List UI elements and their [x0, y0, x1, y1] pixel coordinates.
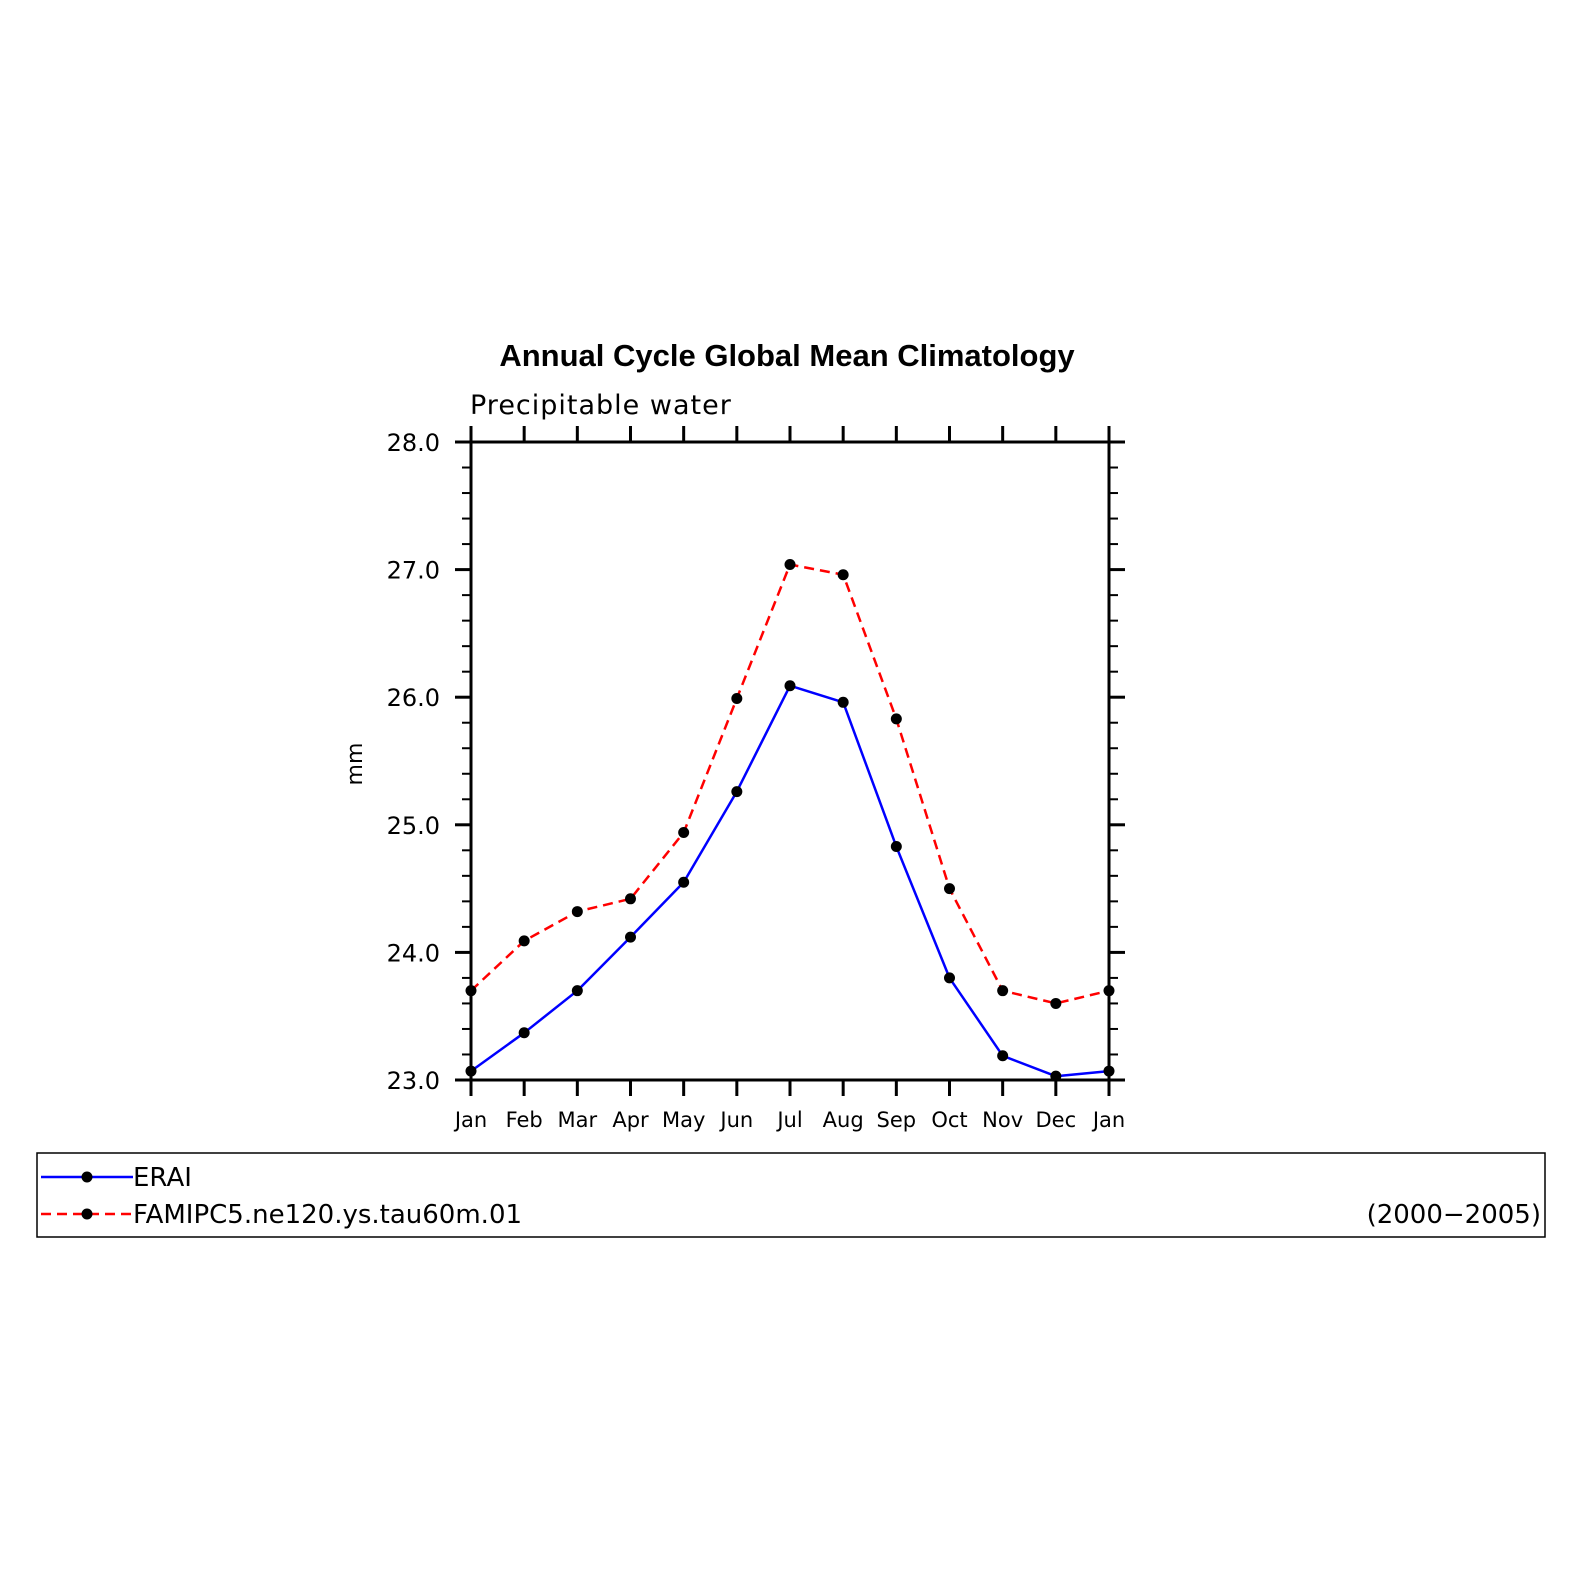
x-tick-label: Jun	[718, 1108, 753, 1132]
series-line-0	[470, 684, 1110, 1078]
legend-entry-famipc5: FAMIPC5.ne120.ys.tau60m.01	[41, 1200, 522, 1230]
x-tick-label: Jan	[453, 1108, 487, 1132]
legend-marker-erai	[81, 1171, 93, 1183]
y-tick-label: 27.0	[387, 557, 440, 585]
axis-ticks	[455, 426, 1125, 1096]
data-point-series-1	[1050, 997, 1062, 1009]
x-tick-label: May	[662, 1108, 705, 1132]
y-tick-labels: 23.0 24.0 25.0 26.0 27.0 28.0	[387, 429, 440, 1095]
x-tick-label: Mar	[558, 1108, 598, 1132]
y-axis-label: mm	[343, 743, 368, 786]
x-tick-labels: Jan Feb Mar Apr May Jun Jul Aug Sep Oct Nov Dec Jan	[453, 1108, 1125, 1132]
data-point-series-0	[837, 696, 849, 708]
data-point-series-1	[1103, 985, 1115, 997]
x-tick-label: Feb	[506, 1108, 543, 1132]
data-point-series-0	[997, 1050, 1009, 1062]
x-tick-label: Sep	[877, 1108, 917, 1132]
chart-title: Annual Cycle Global Mean Climatology	[499, 338, 1075, 373]
legend-entry-erai: ERAI	[41, 1163, 192, 1193]
data-point-series-0	[1103, 1065, 1115, 1077]
data-point-series-0	[784, 680, 796, 692]
data-point-series-0	[890, 840, 902, 852]
y-tick-label: 25.0	[387, 812, 440, 840]
legend-period-note: (2000−2005)	[1367, 1200, 1541, 1230]
x-tick-label: Aug	[823, 1108, 864, 1132]
data-point-series-1	[731, 692, 743, 704]
x-tick-label: Jan	[1091, 1108, 1125, 1132]
data-point-series-1	[518, 935, 530, 947]
data-point-series-0	[625, 931, 636, 943]
series-layer	[465, 558, 1115, 1082]
data-point-series-1	[997, 985, 1009, 997]
data-point-series-0	[571, 985, 583, 997]
y-tick-label: 28.0	[387, 429, 440, 457]
y-tick-label: 23.0	[387, 1067, 440, 1095]
x-tick-label: Oct	[931, 1108, 967, 1132]
legend-label-erai: ERAI	[133, 1163, 192, 1193]
data-point-series-1	[890, 713, 902, 725]
data-point-series-1	[784, 558, 796, 570]
plot-frame	[469, 440, 1111, 1082]
data-point-series-0	[944, 972, 955, 984]
series-line-1	[470, 563, 1110, 1005]
data-point-series-1	[465, 985, 477, 997]
x-tick-label: Jul	[775, 1108, 802, 1132]
legend-marker-famipc5	[81, 1208, 93, 1220]
x-tick-label: Apr	[612, 1108, 649, 1132]
x-tick-label: Nov	[982, 1108, 1023, 1132]
data-point-series-0	[731, 786, 743, 798]
data-point-series-0	[518, 1027, 530, 1039]
data-point-series-1	[837, 569, 849, 581]
data-point-series-1	[678, 826, 690, 838]
data-point-series-1	[944, 883, 955, 895]
data-point-series-1	[625, 893, 636, 905]
chart-subtitle: Precipitable water	[470, 390, 732, 421]
legend-label-famipc5: FAMIPC5.ne120.ys.tau60m.01	[133, 1200, 522, 1230]
data-point-series-0	[465, 1065, 477, 1077]
y-tick-label: 26.0	[387, 684, 440, 712]
data-point-series-0	[1050, 1070, 1062, 1082]
data-point-series-0	[678, 876, 690, 888]
y-tick-label: 24.0	[387, 939, 440, 967]
x-tick-label: Dec	[1036, 1108, 1077, 1132]
data-point-series-1	[571, 906, 583, 918]
legend-box	[36, 1152, 1546, 1238]
